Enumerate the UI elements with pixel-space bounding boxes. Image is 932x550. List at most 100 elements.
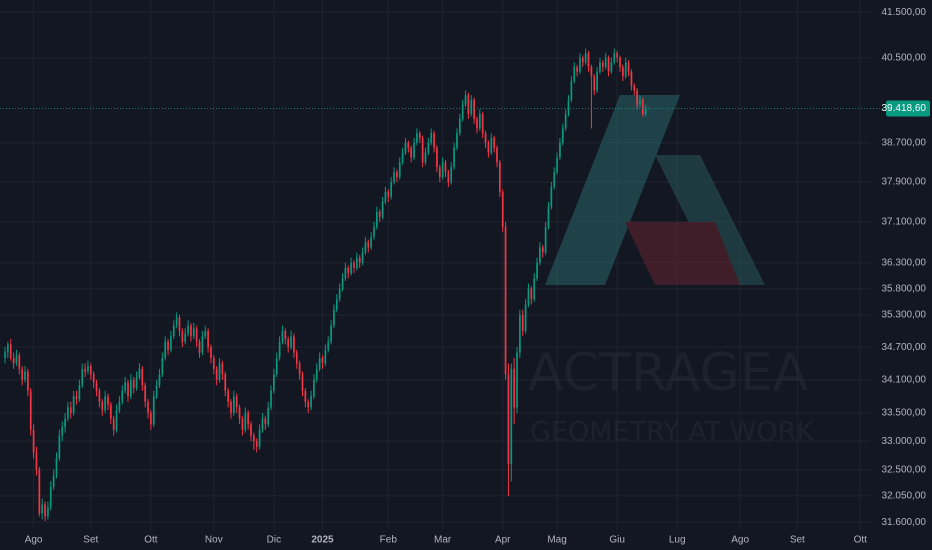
candle-body bbox=[55, 458, 58, 476]
candle-body bbox=[301, 374, 304, 391]
candle-body bbox=[630, 71, 633, 86]
candle-body bbox=[398, 162, 401, 178]
candle-body bbox=[164, 341, 167, 358]
candle-body bbox=[533, 278, 536, 300]
candle-body bbox=[335, 299, 338, 310]
candle-body bbox=[89, 366, 92, 375]
candle-body bbox=[87, 366, 89, 372]
candle-body bbox=[478, 114, 481, 129]
candle-body bbox=[187, 325, 189, 334]
y-tick-label: 37.100,00 bbox=[882, 217, 927, 228]
candle-body bbox=[361, 252, 364, 263]
candle-body bbox=[9, 344, 12, 358]
candle-body bbox=[184, 333, 187, 342]
candle-body bbox=[24, 371, 26, 380]
candle-body bbox=[353, 262, 355, 268]
y-tick-label: 34.700,00 bbox=[882, 342, 927, 353]
candle-body bbox=[404, 142, 407, 153]
x-tick-label: Ago bbox=[731, 535, 749, 546]
candle-body bbox=[284, 330, 287, 340]
candle-body bbox=[29, 390, 32, 430]
candle-body bbox=[109, 404, 112, 419]
candle-body bbox=[584, 53, 587, 63]
candle-body bbox=[127, 382, 129, 397]
candle-body bbox=[619, 57, 621, 68]
candle-body bbox=[416, 133, 418, 143]
candle-body bbox=[67, 407, 69, 419]
candle-body bbox=[433, 133, 435, 148]
candle-body bbox=[430, 133, 433, 143]
candle-body bbox=[581, 57, 584, 63]
candle-body bbox=[633, 85, 636, 91]
candle-body bbox=[461, 104, 464, 119]
x-tick-label: 2025 bbox=[311, 535, 334, 546]
last-price-label: 39.418,60 bbox=[882, 103, 927, 114]
candle-body bbox=[104, 396, 106, 411]
candle-body bbox=[204, 330, 207, 337]
candle-body bbox=[230, 401, 232, 413]
candle-body bbox=[47, 507, 49, 517]
candle-body bbox=[313, 379, 315, 397]
candle-body bbox=[376, 211, 378, 227]
x-tick-label: Ott bbox=[144, 535, 158, 546]
candle-body bbox=[224, 374, 227, 391]
candle-body bbox=[564, 114, 567, 129]
y-tick-label: 34.100,00 bbox=[882, 374, 927, 385]
candle-body bbox=[501, 191, 504, 227]
candle-body bbox=[524, 304, 527, 331]
last-price-box bbox=[886, 100, 930, 117]
candle-body bbox=[172, 325, 175, 337]
candle-body bbox=[167, 341, 169, 350]
candle-body bbox=[52, 475, 55, 488]
candle-body bbox=[610, 62, 613, 72]
candle-body bbox=[530, 288, 533, 300]
candle-body bbox=[241, 418, 244, 430]
candle-body bbox=[644, 108, 647, 115]
candle-body bbox=[516, 352, 518, 408]
candle-body bbox=[267, 407, 270, 425]
y-tick-label: 31.600,00 bbox=[882, 517, 927, 528]
candle-body bbox=[604, 57, 607, 68]
candle-body bbox=[599, 62, 601, 72]
candle-body bbox=[258, 429, 261, 447]
candle-body bbox=[519, 315, 521, 353]
candle-body bbox=[590, 67, 593, 77]
x-tick-label: Ott bbox=[854, 535, 868, 546]
candle-body bbox=[441, 162, 444, 178]
candle-body bbox=[364, 242, 367, 253]
watermark: ACTRAGEA GEOMETRY AT WORK bbox=[528, 95, 815, 448]
candle-body bbox=[232, 396, 235, 413]
candle-body bbox=[541, 247, 544, 253]
candle-body bbox=[49, 487, 52, 508]
candle-body bbox=[307, 401, 310, 408]
logo-bar bbox=[625, 222, 740, 285]
candle-body bbox=[281, 330, 284, 342]
candle-body bbox=[21, 368, 24, 380]
candle-body bbox=[476, 118, 478, 129]
y-tick-label: 33.000,00 bbox=[882, 436, 927, 447]
candle-body bbox=[567, 99, 570, 115]
candle-body bbox=[487, 142, 490, 153]
candle-body bbox=[135, 377, 138, 389]
candle-body bbox=[178, 317, 181, 331]
candle-body bbox=[247, 412, 250, 425]
axes: 41.500,00 40.500,00 38.700,00 37.900,00 37.1… bbox=[0, 7, 930, 546]
candle-body bbox=[107, 396, 109, 405]
watermark-name: ACTRAGEA bbox=[528, 343, 809, 403]
candle-body bbox=[490, 138, 493, 153]
candle-body bbox=[358, 257, 361, 263]
logo-right bbox=[655, 155, 765, 285]
candle-body bbox=[418, 133, 421, 139]
candle-body bbox=[152, 396, 155, 425]
candle-body bbox=[221, 363, 224, 375]
candle-body bbox=[507, 374, 510, 464]
candle-body bbox=[341, 278, 344, 289]
candle-body bbox=[250, 424, 252, 436]
candle-body bbox=[98, 390, 101, 402]
candle-body bbox=[124, 382, 127, 391]
x-tick-label: Mar bbox=[434, 535, 452, 546]
candle-body bbox=[330, 325, 332, 342]
candle-body bbox=[627, 62, 630, 72]
candle-body bbox=[639, 99, 641, 105]
